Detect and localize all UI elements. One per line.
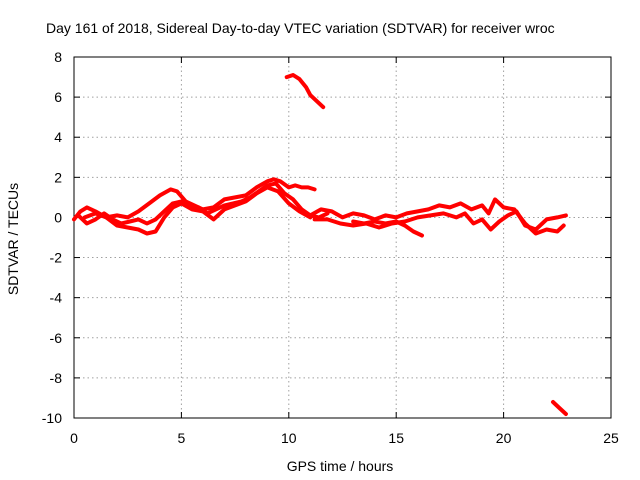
y-axis-label: SDTVAR / TECUs xyxy=(5,183,21,295)
y-tick-label: 6 xyxy=(54,89,62,105)
data-series xyxy=(72,73,568,416)
y-tick-label: -4 xyxy=(50,290,63,306)
x-tick-labels: 0 5 10 15 20 25 xyxy=(70,430,619,446)
grid-lines xyxy=(74,57,611,418)
series-track-8 xyxy=(551,400,568,416)
series-track-4 xyxy=(308,197,566,236)
y-tick-labels: 8 6 4 2 0 -2 -4 -6 -8 -10 xyxy=(42,49,62,426)
x-axis-label: GPS time / hours xyxy=(287,458,394,474)
x-tick-label: 15 xyxy=(388,430,404,446)
y-tick-label: -2 xyxy=(50,250,63,266)
axis-ticks xyxy=(73,56,612,419)
y-tick-label: 8 xyxy=(54,49,62,65)
plot-frame xyxy=(73,56,612,419)
x-tick-label: 10 xyxy=(281,430,297,446)
series-track-7 xyxy=(284,73,326,110)
x-tick-label: 5 xyxy=(178,430,186,446)
y-tick-label: 4 xyxy=(54,129,62,145)
series-track-3 xyxy=(82,185,313,236)
x-tick-label: 20 xyxy=(496,430,512,446)
y-tick-label: -10 xyxy=(42,410,62,426)
chart-title: Day 161 of 2018, Sidereal Day-to-day VTE… xyxy=(46,20,555,36)
y-tick-label: 2 xyxy=(54,169,62,185)
y-tick-label: -6 xyxy=(50,330,63,346)
y-tick-label: -8 xyxy=(50,370,63,386)
x-tick-label: 25 xyxy=(603,430,619,446)
x-tick-label: 0 xyxy=(70,430,78,446)
y-tick-label: 0 xyxy=(54,209,62,225)
series-track-6 xyxy=(351,219,424,238)
